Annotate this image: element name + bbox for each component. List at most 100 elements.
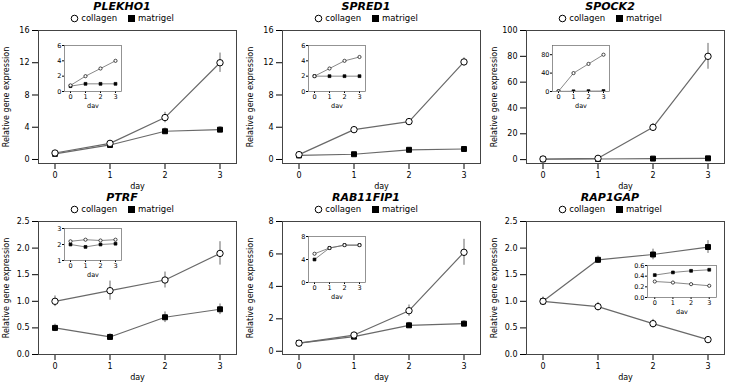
svg-text:Relative gene expression: Relative gene expression bbox=[246, 238, 255, 339]
svg-text:0.6: 0.6 bbox=[634, 261, 644, 269]
svg-text:0: 0 bbox=[545, 87, 549, 95]
svg-text:1: 1 bbox=[327, 93, 331, 101]
svg-text:2: 2 bbox=[406, 362, 411, 371]
svg-text:1.5: 1.5 bbox=[505, 270, 518, 279]
svg-text:2: 2 bbox=[342, 284, 346, 292]
svg-text:1: 1 bbox=[571, 93, 575, 101]
svg-text:2: 2 bbox=[57, 240, 61, 248]
svg-text:1.5: 1.5 bbox=[17, 270, 30, 279]
svg-text:0.0: 0.0 bbox=[505, 350, 518, 359]
svg-text:Relative gene expression: Relative gene expression bbox=[490, 47, 499, 148]
svg-text:8: 8 bbox=[24, 91, 29, 100]
svg-text:3: 3 bbox=[461, 171, 466, 180]
svg-text:2: 2 bbox=[162, 362, 167, 371]
svg-text:Relative gene expression: Relative gene expression bbox=[246, 47, 255, 148]
svg-text:1: 1 bbox=[107, 171, 112, 180]
svg-text:12: 12 bbox=[263, 58, 273, 67]
svg-text:2: 2 bbox=[57, 72, 61, 80]
svg-text:0: 0 bbox=[301, 278, 305, 286]
svg-text:0: 0 bbox=[540, 362, 545, 371]
svg-text:0: 0 bbox=[556, 93, 560, 101]
svg-text:day: day bbox=[87, 101, 99, 108]
svg-text:6: 6 bbox=[301, 41, 305, 49]
svg-text:2: 2 bbox=[406, 171, 411, 180]
svg-text:2.5: 2.5 bbox=[17, 217, 30, 226]
svg-text:40: 40 bbox=[541, 69, 549, 77]
svg-text:4: 4 bbox=[57, 57, 61, 65]
svg-text:80: 80 bbox=[541, 50, 549, 58]
svg-text:1: 1 bbox=[595, 171, 600, 180]
svg-text:2.5: 2.5 bbox=[505, 217, 518, 226]
svg-text:day: day bbox=[331, 101, 343, 108]
svg-text:0: 0 bbox=[68, 93, 72, 101]
svg-text:1: 1 bbox=[595, 362, 600, 371]
svg-text:0.4: 0.4 bbox=[634, 272, 644, 280]
svg-text:0: 0 bbox=[52, 171, 57, 180]
svg-text:day: day bbox=[618, 182, 633, 191]
svg-text:4: 4 bbox=[301, 57, 305, 65]
svg-text:day: day bbox=[618, 373, 633, 382]
svg-text:2: 2 bbox=[162, 171, 167, 180]
svg-text:2.0: 2.0 bbox=[505, 244, 518, 253]
svg-text:0: 0 bbox=[52, 362, 57, 371]
svg-text:1.0: 1.0 bbox=[505, 297, 518, 306]
svg-text:0: 0 bbox=[653, 299, 657, 307]
svg-text:0: 0 bbox=[296, 362, 301, 371]
svg-text:0.5: 0.5 bbox=[17, 323, 30, 332]
svg-text:2.0: 2.0 bbox=[17, 244, 30, 253]
svg-text:2: 2 bbox=[268, 314, 273, 323]
svg-text:100: 100 bbox=[502, 26, 517, 35]
svg-text:0.5: 0.5 bbox=[505, 323, 518, 332]
svg-text:0: 0 bbox=[57, 87, 61, 95]
svg-text:4: 4 bbox=[268, 123, 273, 132]
svg-text:0: 0 bbox=[312, 93, 316, 101]
svg-text:1: 1 bbox=[83, 93, 87, 101]
svg-text:80: 80 bbox=[507, 52, 517, 61]
svg-text:6: 6 bbox=[57, 41, 61, 49]
svg-text:8: 8 bbox=[301, 232, 305, 240]
svg-text:1: 1 bbox=[671, 299, 675, 307]
svg-text:day: day bbox=[130, 373, 145, 382]
svg-text:16: 16 bbox=[19, 26, 29, 35]
svg-text:3: 3 bbox=[113, 93, 117, 101]
svg-text:16: 16 bbox=[263, 26, 273, 35]
svg-text:0: 0 bbox=[512, 155, 517, 164]
svg-text:3: 3 bbox=[57, 224, 61, 232]
svg-text:0: 0 bbox=[296, 171, 301, 180]
svg-text:2: 2 bbox=[98, 93, 102, 101]
svg-text:day: day bbox=[374, 373, 389, 382]
svg-text:3: 3 bbox=[357, 93, 361, 101]
svg-text:3: 3 bbox=[705, 362, 710, 371]
svg-text:3: 3 bbox=[601, 93, 605, 101]
svg-text:day: day bbox=[374, 182, 389, 191]
svg-text:4: 4 bbox=[301, 255, 305, 263]
svg-text:day: day bbox=[87, 270, 99, 277]
svg-text:8: 8 bbox=[268, 91, 273, 100]
svg-text:4: 4 bbox=[24, 123, 29, 132]
svg-text:2: 2 bbox=[342, 93, 346, 101]
svg-text:12: 12 bbox=[19, 58, 29, 67]
svg-text:1: 1 bbox=[83, 262, 87, 270]
svg-text:8: 8 bbox=[268, 217, 273, 226]
svg-text:3: 3 bbox=[357, 284, 361, 292]
svg-text:0: 0 bbox=[312, 284, 316, 292]
svg-text:0: 0 bbox=[68, 262, 72, 270]
svg-text:40: 40 bbox=[507, 104, 517, 113]
svg-text:3: 3 bbox=[217, 171, 222, 180]
svg-text:Relative gene expression: Relative gene expression bbox=[490, 238, 499, 339]
svg-text:1: 1 bbox=[107, 362, 112, 371]
svg-text:1.0: 1.0 bbox=[17, 297, 30, 306]
svg-text:2: 2 bbox=[650, 362, 655, 371]
svg-text:0.0: 0.0 bbox=[17, 350, 30, 359]
svg-text:60: 60 bbox=[507, 78, 517, 87]
svg-text:3: 3 bbox=[113, 262, 117, 270]
svg-text:2: 2 bbox=[586, 93, 590, 101]
svg-text:3: 3 bbox=[707, 299, 711, 307]
svg-text:2: 2 bbox=[650, 171, 655, 180]
svg-text:3: 3 bbox=[217, 362, 222, 371]
svg-text:2: 2 bbox=[98, 262, 102, 270]
svg-text:2: 2 bbox=[301, 72, 305, 80]
svg-text:3: 3 bbox=[705, 171, 710, 180]
svg-text:1: 1 bbox=[57, 256, 61, 264]
svg-text:Relative gene expression: Relative gene expression bbox=[2, 47, 11, 148]
